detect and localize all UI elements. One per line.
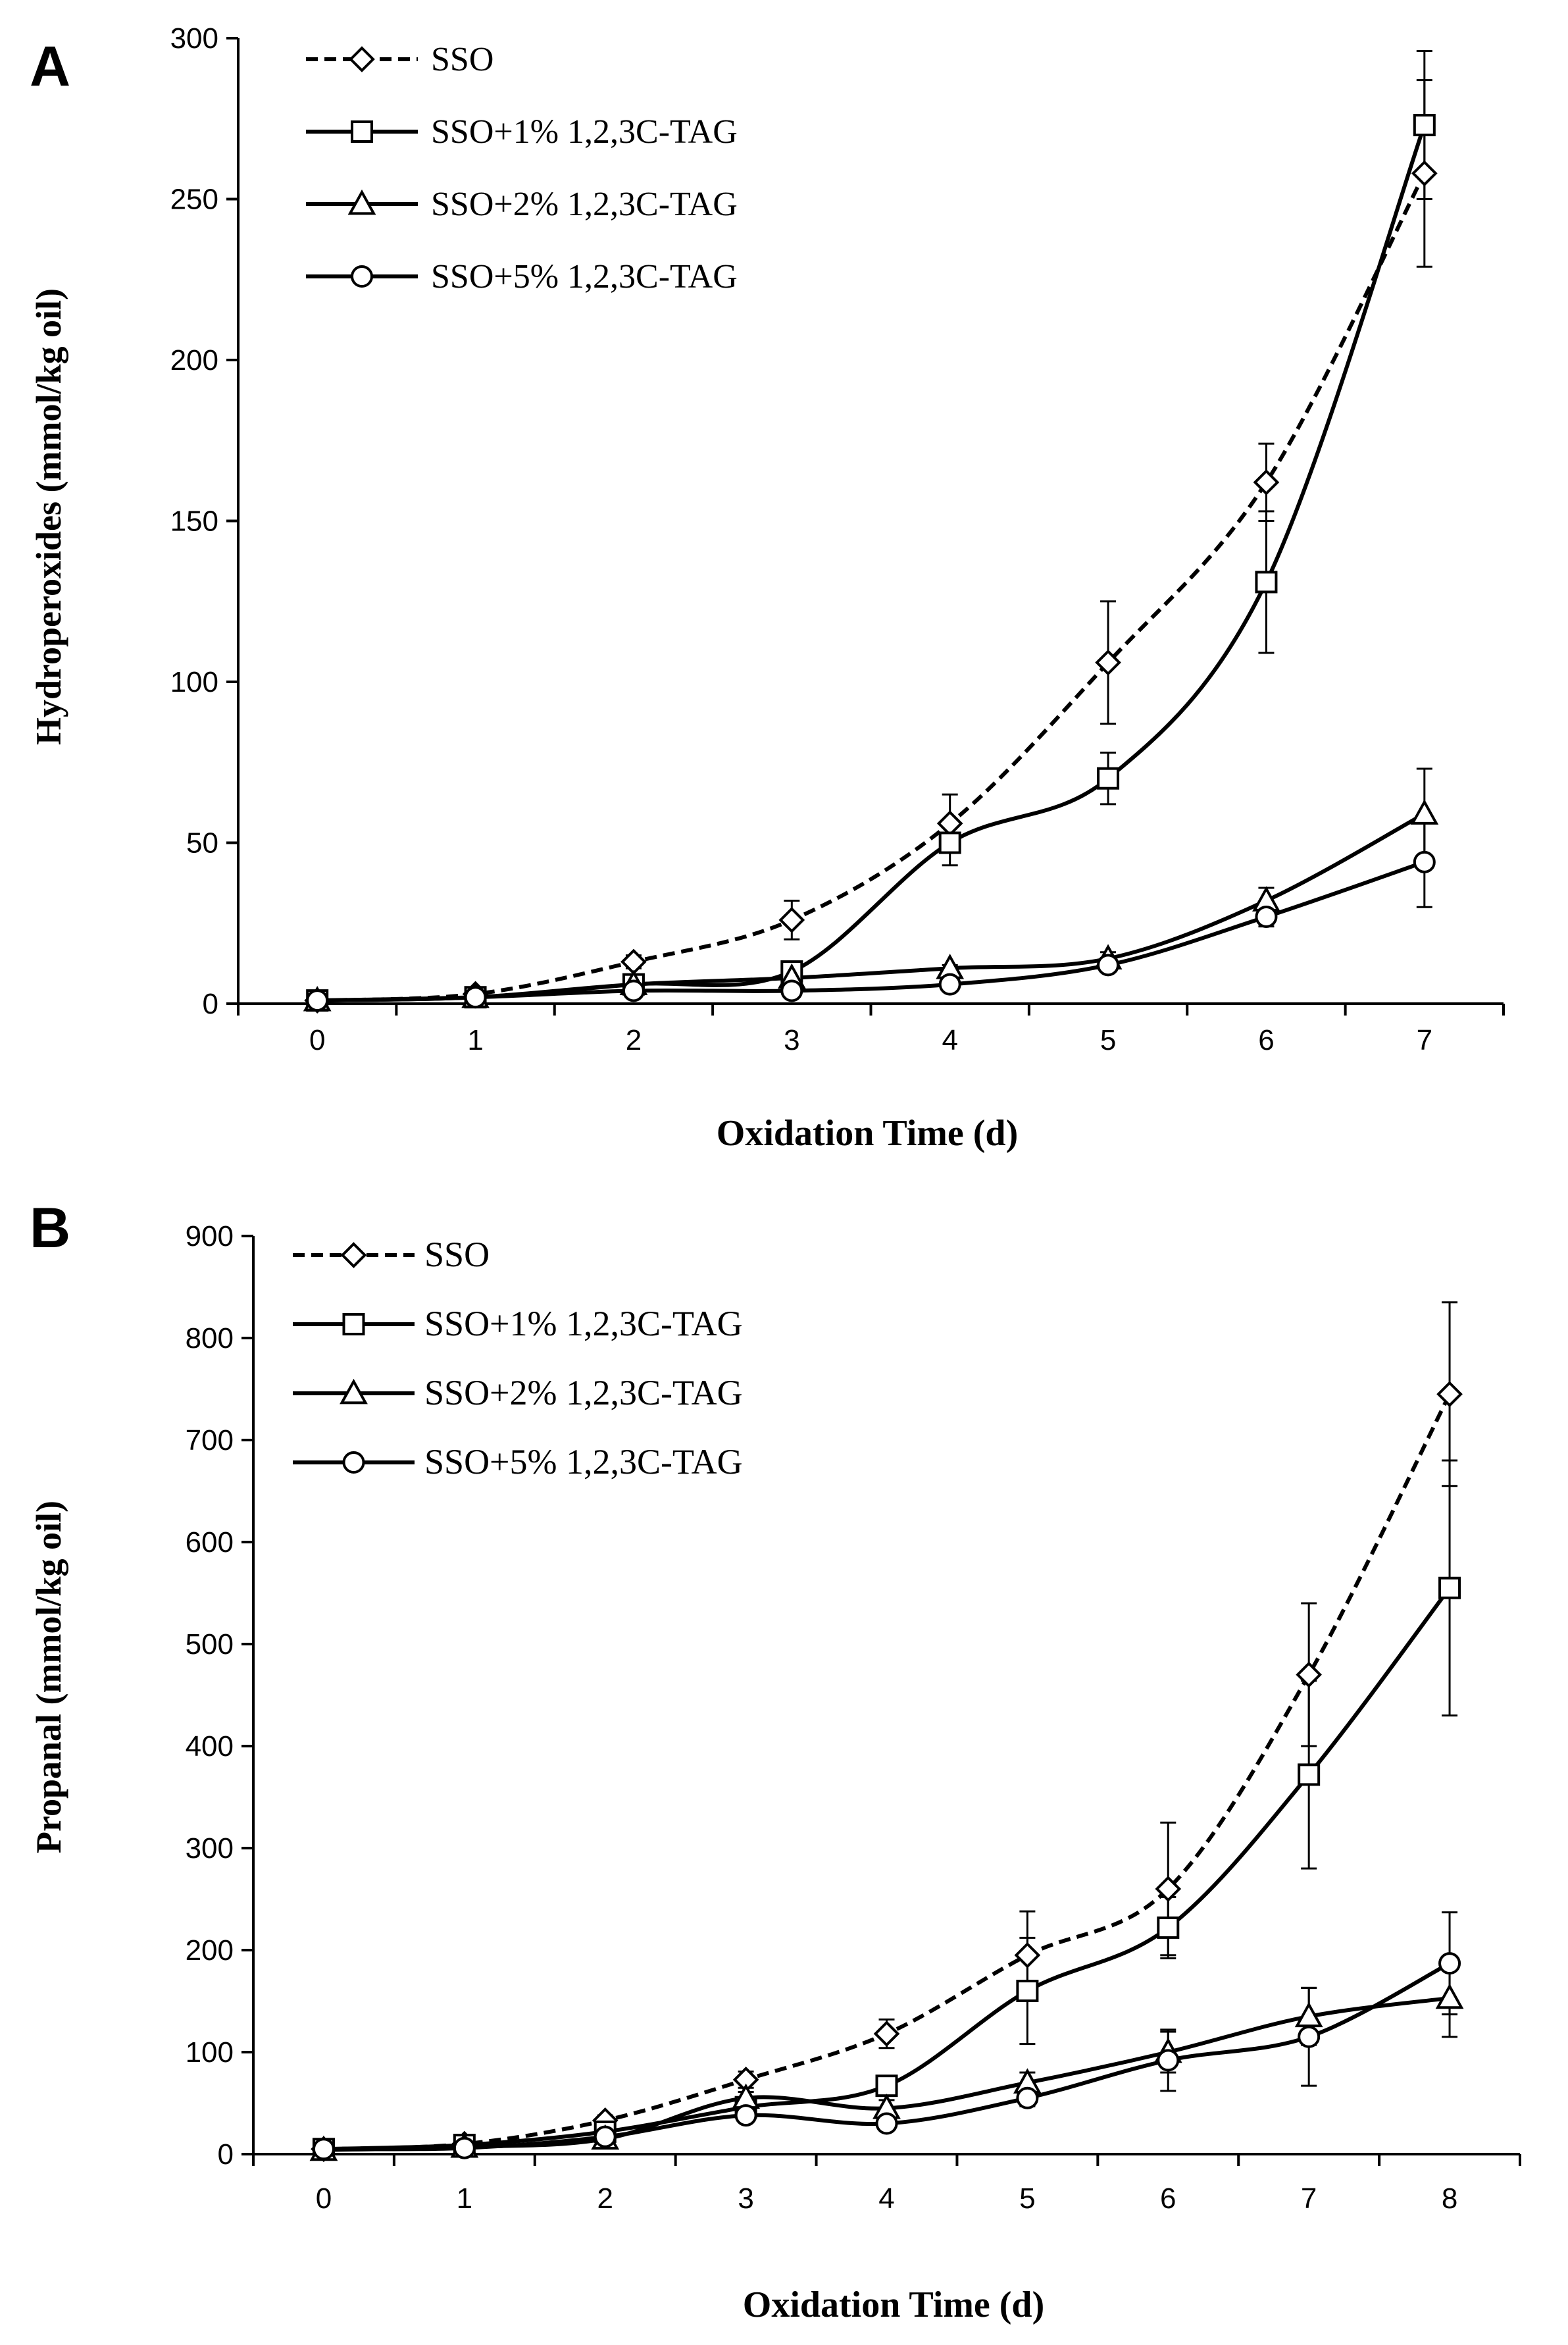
data-point-1-a: [1095, 649, 1121, 676]
legend-label-4-b: SSO+5% 1,2,3C-TAG: [424, 1442, 743, 1482]
legend-marker-2-b: [342, 1313, 365, 1335]
legend-label-1-a: SSO: [431, 41, 493, 78]
y-tick-label-b: 200: [186, 1934, 234, 1967]
data-point-4-b: [1298, 2025, 1321, 2048]
y-tick-label-a: 300: [170, 22, 218, 55]
data-point-4-a: [938, 973, 961, 996]
legend-marker-3-a: [347, 189, 376, 215]
legend-label-3-b: SSO+2% 1,2,3C-TAG: [424, 1373, 743, 1412]
x-tick-label-a: 3: [784, 1024, 799, 1056]
x-tick-label-a: 5: [1100, 1024, 1116, 1056]
panel-label-a: A: [30, 35, 70, 98]
series-line-4-a: [317, 860, 1425, 1003]
legend-label-1-b: SSO: [424, 1235, 490, 1274]
x-tick-label-b: 8: [1442, 2182, 1457, 2215]
legend-marker-2-a: [351, 120, 373, 143]
x-axis-label-b: Oxidation Time (d): [743, 2284, 1044, 2325]
x-tick-label-b: 2: [597, 2182, 613, 2215]
data-point-1-b: [873, 2021, 900, 2047]
data-point-4-b: [312, 2138, 335, 2161]
x-tick-label-a: 7: [1417, 1024, 1432, 1056]
data-point-1-b: [1014, 1942, 1041, 1969]
data-point-4-b: [1157, 2049, 1180, 2072]
y-axis-label-b: Propanal (mmol/kg oil): [29, 1501, 68, 1853]
data-point-4-b: [594, 2125, 617, 2148]
legend-label-3-a: SSO+2% 1,2,3C-TAG: [431, 186, 738, 223]
panel-a: A Hydroperoxides (mmol/kg oil) Oxidation…: [29, 22, 1505, 1154]
x-tick-label-a: 1: [467, 1024, 483, 1056]
data-point-4-a: [464, 986, 487, 1009]
x-tick-label-b: 1: [457, 2182, 472, 2215]
y-tick-label-a: 150: [170, 505, 218, 538]
y-axis-label-a: Hydroperoxides (mmol/kg oil): [29, 288, 68, 745]
legend-marker-3-b: [340, 1378, 368, 1404]
data-point-4-b: [453, 2136, 476, 2159]
x-tick-label-b: 5: [1019, 2182, 1035, 2215]
y-tick-label-a: 50: [186, 827, 218, 860]
data-point-2-a: [938, 831, 961, 854]
x-tick-label-a: 2: [626, 1024, 642, 1056]
panel-b: B Propanal (mmol/kg oil) Oxidation Time …: [29, 1197, 1521, 2325]
x-tick-label-a: 4: [942, 1024, 957, 1056]
legend-label-2-b: SSO+1% 1,2,3C-TAG: [424, 1304, 743, 1343]
data-point-2-b: [875, 2074, 898, 2098]
data-point-2-b: [1438, 1576, 1461, 1599]
data-point-4-a: [622, 979, 645, 1002]
data-point-2-a: [1097, 767, 1120, 790]
y-tick-label-b: 400: [186, 1730, 234, 1763]
y-tick-label-a: 100: [170, 666, 218, 698]
data-point-1-a: [778, 907, 805, 933]
x-tick-label-a: 0: [309, 1024, 325, 1056]
data-point-1-b: [1436, 1381, 1463, 1408]
panel-label-b: B: [30, 1197, 70, 1260]
y-tick-label-a: 250: [170, 184, 218, 216]
data-point-3-a: [1410, 799, 1439, 825]
x-tick-label-a: 6: [1258, 1024, 1274, 1056]
legend-label-4-a: SSO+5% 1,2,3C-TAG: [431, 258, 738, 296]
x-tick-label-b: 4: [878, 2182, 894, 2215]
data-point-4-b: [1016, 2086, 1039, 2109]
data-point-1-b: [1155, 1876, 1182, 1902]
data-point-3-b: [1435, 1983, 1464, 2009]
data-point-2-b: [1298, 1763, 1321, 1786]
data-point-2-a: [1255, 571, 1278, 594]
data-point-4-b: [1438, 1952, 1461, 1975]
data-point-4-a: [1255, 905, 1278, 928]
y-tick-label-b: 600: [186, 1526, 234, 1559]
x-axis-label-a: Oxidation Time (d): [717, 1113, 1018, 1154]
legend-label-2-a: SSO+1% 1,2,3C-TAG: [431, 113, 738, 151]
series-line-2-b: [323, 1586, 1452, 2152]
x-tick-label-b: 3: [738, 2182, 753, 2215]
x-tick-label-b: 0: [316, 2182, 332, 2215]
data-point-1-b: [1296, 1661, 1322, 1688]
data-point-4-b: [734, 2104, 757, 2127]
legend-marker-4-b: [342, 1451, 365, 1474]
data-point-4-a: [1097, 954, 1120, 977]
data-point-2-b: [1157, 1916, 1180, 1939]
data-point-4-b: [875, 2112, 898, 2135]
y-tick-label-b: 900: [186, 1220, 234, 1252]
data-point-4-a: [306, 989, 329, 1012]
y-tick-label-b: 700: [186, 1424, 234, 1456]
legend-marker-1-a: [349, 46, 375, 72]
y-tick-label-b: 100: [186, 2036, 234, 2069]
legend-marker-4-a: [351, 265, 373, 288]
y-tick-label-b: 800: [186, 1322, 234, 1354]
y-tick-label-a: 0: [203, 988, 218, 1020]
y-tick-label-b: 500: [186, 1628, 234, 1661]
x-tick-label-b: 6: [1160, 2182, 1176, 2215]
data-point-1-a: [1411, 160, 1438, 187]
data-point-4-a: [1413, 850, 1436, 873]
y-tick-label-a: 200: [170, 344, 218, 376]
y-tick-label-b: 0: [218, 2138, 234, 2171]
data-point-2-a: [1413, 114, 1436, 137]
data-point-1-a: [1253, 469, 1280, 496]
data-point-2-b: [1016, 1980, 1039, 2002]
x-tick-label-b: 7: [1301, 2182, 1317, 2215]
legend-marker-1-b: [340, 1242, 367, 1268]
y-tick-label-b: 300: [186, 1832, 234, 1865]
data-point-4-a: [780, 979, 803, 1002]
